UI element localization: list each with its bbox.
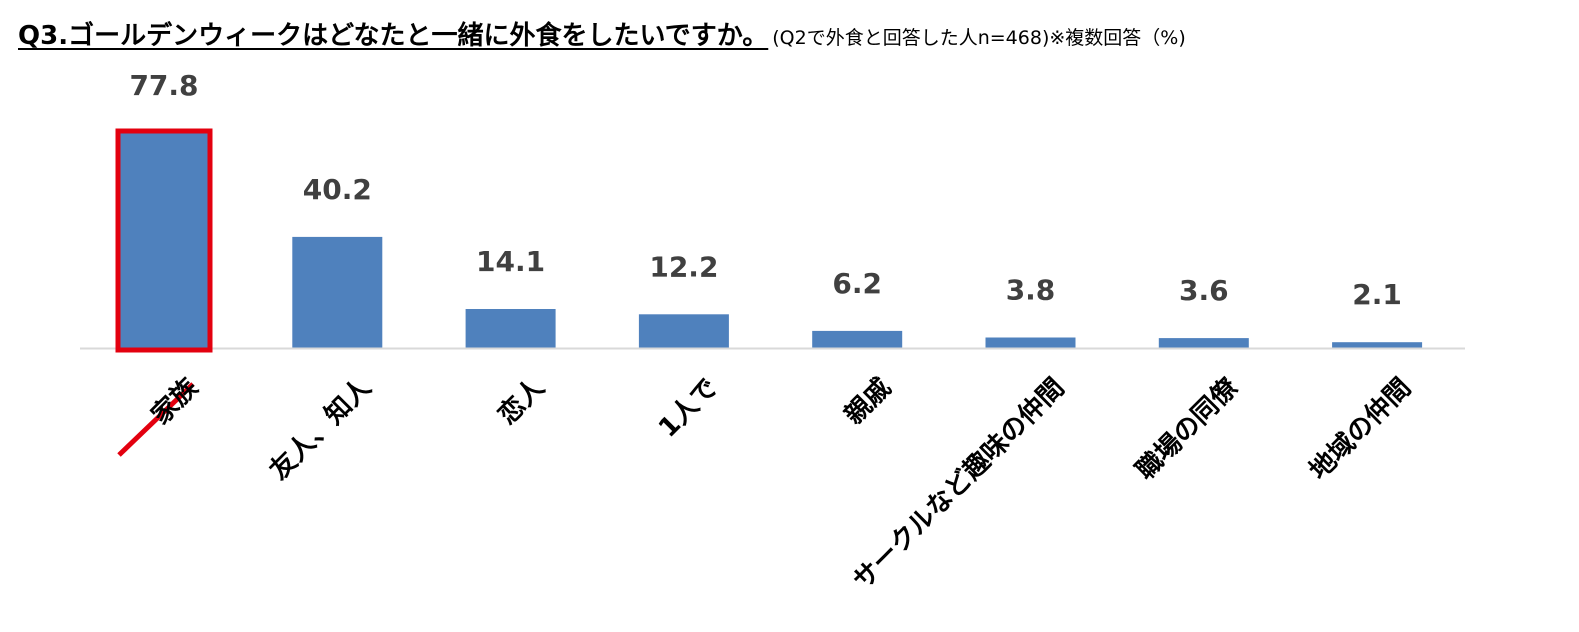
value-label-2: 40.2 (303, 173, 372, 206)
bar-2 (292, 236, 383, 348)
category-label-4: 1人で (653, 373, 724, 444)
bar-3 (465, 309, 556, 348)
bar-8 (1332, 342, 1423, 348)
highlight-box (115, 128, 213, 353)
category-label-5: 親戚 (839, 373, 897, 431)
category-label-8: 地域の仲間 (1304, 373, 1417, 486)
bar-5 (812, 330, 903, 348)
value-label-6: 3.8 (1006, 274, 1056, 307)
highlight-slash (117, 382, 195, 457)
chart-subtitle: (Q2で外食と回答した人n=468)※複数回答（%) (772, 27, 1186, 49)
bar-1 (119, 133, 209, 348)
value-label-1: 77.8 (129, 69, 198, 102)
value-label-3: 14.1 (476, 245, 545, 278)
category-label-3: 恋人 (492, 372, 551, 431)
chart-title-row: Q3.ゴールデンウィークはどなたと一緒に外食をしたいですか。 (Q2で外食と回答し… (18, 16, 1186, 59)
value-label-7: 3.6 (1179, 274, 1229, 307)
value-label-8: 2.1 (1352, 278, 1402, 311)
bar-7 (1158, 338, 1249, 348)
category-label-2: 友人、知人 (264, 373, 377, 486)
chart-title: Q3.ゴールデンウィークはどなたと一緒に外食をしたいですか。 (18, 21, 769, 51)
bar-4 (638, 314, 729, 348)
category-label-7: 職場の同僚 (1131, 372, 1245, 486)
bar-6 (985, 337, 1076, 348)
value-label-5: 6.2 (832, 267, 882, 300)
value-label-4: 12.2 (649, 250, 718, 283)
